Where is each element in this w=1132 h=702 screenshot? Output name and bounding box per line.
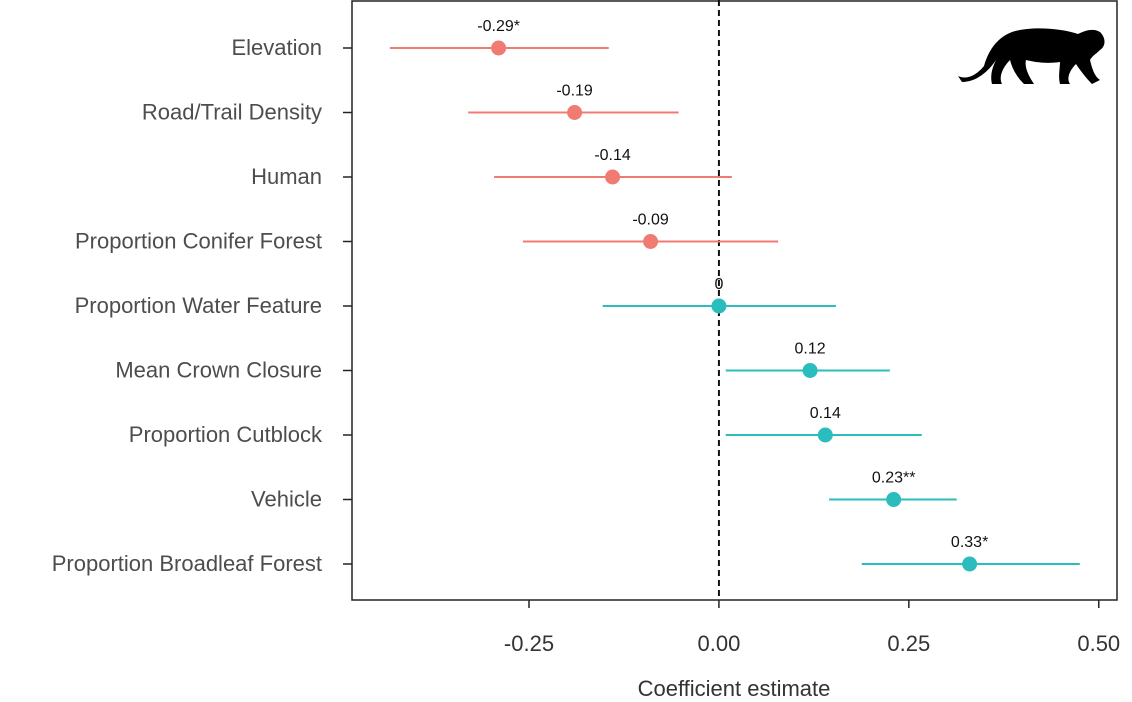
plot-frame <box>352 1 1117 600</box>
y-tick-label: Proportion Cutblock <box>129 422 323 447</box>
point <box>711 299 726 314</box>
point <box>491 41 506 56</box>
y-tick-label: Elevation <box>231 35 322 60</box>
point <box>886 492 901 507</box>
y-tick-label: Human <box>251 164 322 189</box>
y-tick-label: Proportion Broadleaf Forest <box>52 551 322 576</box>
x-tick-label: 0.25 <box>887 631 930 656</box>
value-label: -0.29* <box>477 18 520 35</box>
value-label: 0.12 <box>795 341 826 358</box>
y-tick-label: Proportion Water Feature <box>75 293 322 318</box>
x-tick-label: -0.25 <box>504 631 554 656</box>
point <box>643 234 658 249</box>
x-tick-label: 0.00 <box>698 631 741 656</box>
value-label: -0.09 <box>632 212 669 229</box>
cougar-icon <box>958 28 1105 84</box>
value-label: 0.14 <box>810 405 841 422</box>
chart: Coefficient estimate -0.25 0.00 0.25 0.50 El… <box>0 0 1132 702</box>
y-tick-label: Mean Crown Closure <box>115 357 322 382</box>
value-label: -0.19 <box>556 83 593 100</box>
value-label: -0.14 <box>594 147 631 164</box>
point <box>962 557 977 572</box>
point <box>605 170 620 185</box>
y-tick-label: Proportion Conifer Forest <box>75 228 322 253</box>
value-label: 0 <box>714 276 723 293</box>
point <box>818 428 833 443</box>
x-tick-label: 0.50 <box>1077 631 1120 656</box>
y-tick-label: Vehicle <box>251 486 322 511</box>
point <box>803 363 818 378</box>
y-tick-label: Road/Trail Density <box>142 99 322 124</box>
point <box>567 105 582 120</box>
x-axis-title: Coefficient estimate <box>638 676 831 701</box>
value-label: 0.23** <box>872 470 916 487</box>
value-label: 0.33* <box>951 534 988 551</box>
